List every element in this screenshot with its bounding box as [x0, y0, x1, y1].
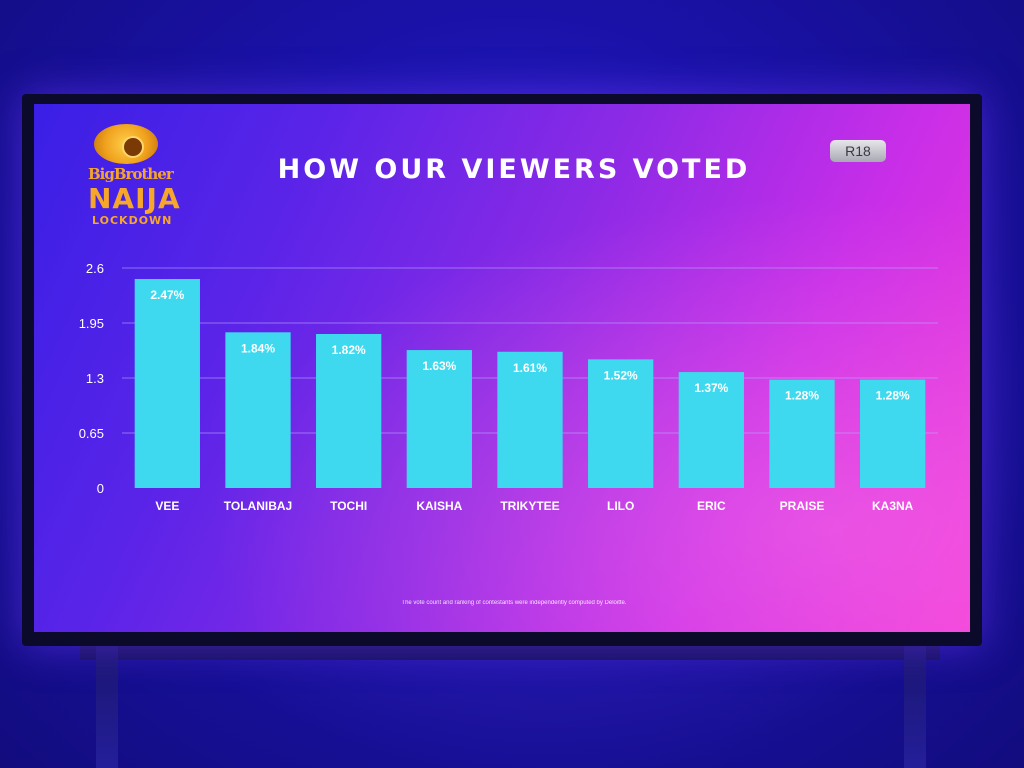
- bar: [497, 351, 563, 488]
- y-tick-label: 2.6: [86, 261, 104, 276]
- x-tick-label: VEE: [155, 499, 179, 513]
- bar: [134, 279, 200, 488]
- tv-screen: BigBrother NAIJA LOCKDOWN HOW OUR VIEWER…: [34, 104, 970, 632]
- eye-pupil-icon: [122, 136, 144, 158]
- x-tick-label: KA3NA: [872, 499, 914, 513]
- x-tick-label: TOLANIBAJ: [224, 499, 292, 513]
- eye-logo-icon: [94, 124, 158, 164]
- y-tick-label: 1.3: [86, 371, 104, 386]
- data-label: 1.28%: [876, 389, 910, 403]
- x-tick-label: LILO: [607, 499, 634, 513]
- data-label: 1.82%: [332, 343, 366, 357]
- y-tick-label: 1.95: [79, 316, 104, 331]
- chart-title: HOW OUR VIEWERS VOTED: [277, 154, 751, 185]
- x-tick-label: TRIKYTEE: [500, 499, 559, 513]
- x-tick-label: PRAISE: [780, 499, 825, 513]
- data-label: 1.28%: [785, 389, 819, 403]
- data-label: 1.61%: [513, 361, 547, 375]
- data-label: 1.63%: [422, 359, 456, 373]
- bar: [225, 332, 291, 488]
- x-tick-label: ERIC: [697, 499, 726, 513]
- data-label: 1.84%: [241, 341, 275, 355]
- bar-chart: 0 0.65 1.3 1.95 2.6 2.47% VEE 1.84% TOLANIBAJ 1.8…: [79, 261, 938, 513]
- logo-text-line2: NAIJA: [88, 182, 181, 215]
- x-tick-label: TOCHI: [330, 499, 367, 513]
- data-label: 2.47%: [150, 288, 184, 302]
- bar: [406, 350, 472, 488]
- logo-text-line1: BigBrother: [88, 165, 174, 183]
- footnote: The vote count and ranking of contestant…: [401, 600, 627, 606]
- tv-stand-right-leg: [904, 646, 926, 768]
- bar: [678, 372, 744, 488]
- tv-stand-base: [80, 646, 940, 660]
- bar: [588, 359, 654, 488]
- data-label: 1.37%: [694, 381, 728, 395]
- bar: [860, 379, 926, 488]
- y-tick-label: 0.65: [79, 426, 104, 441]
- rating-badge: R18: [830, 140, 886, 162]
- x-tick-label: KAISHA: [416, 499, 462, 513]
- tv-stand-left-leg: [96, 646, 118, 768]
- y-tick-label: 0: [97, 481, 104, 496]
- bar: [316, 334, 382, 488]
- show-logo: BigBrother NAIJA LOCKDOWN: [88, 124, 198, 242]
- bar: [769, 379, 835, 488]
- data-label: 1.52%: [604, 368, 638, 382]
- logo-text-line3: LOCKDOWN: [92, 214, 173, 227]
